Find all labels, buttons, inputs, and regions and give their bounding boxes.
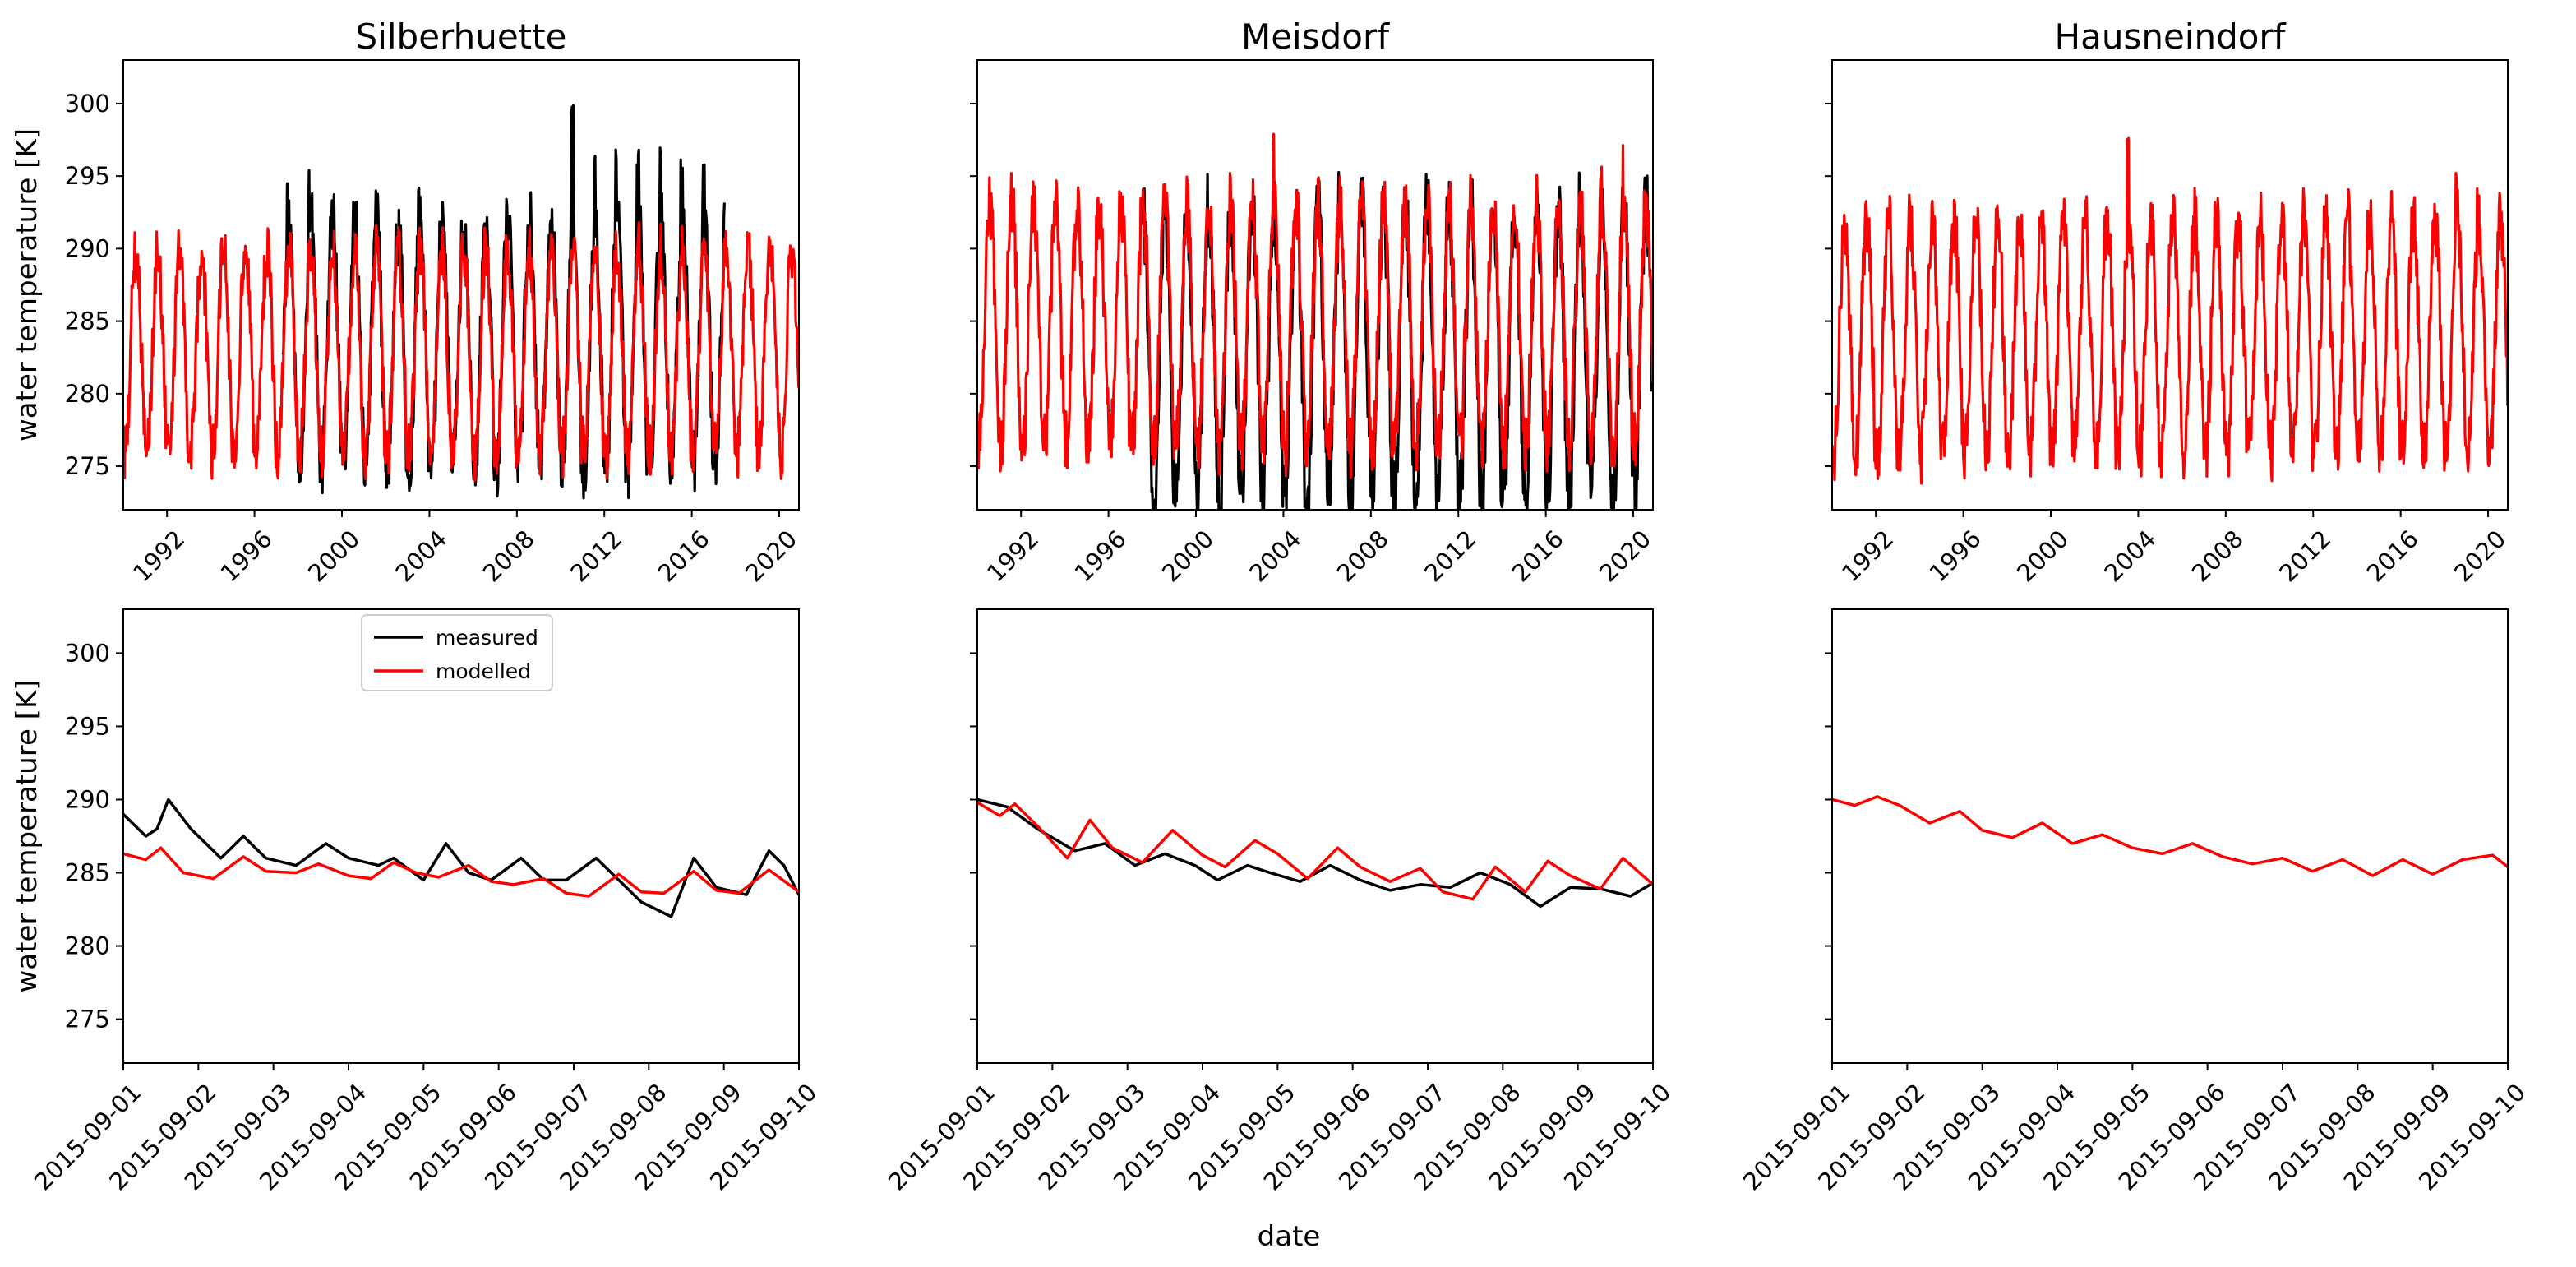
- axes-frame: [976, 59, 1654, 511]
- y-axis-label: water temperature [K]: [11, 679, 44, 992]
- series-line-modelled: [977, 801, 1653, 901]
- y-tick-label-295: 295: [65, 162, 110, 190]
- y-tick-label-280: 280: [65, 380, 110, 408]
- legend: measured modelled: [361, 614, 553, 691]
- series-line-modelled: [123, 221, 799, 482]
- series-group: [1832, 795, 2508, 877]
- series-group: [977, 132, 1653, 510]
- axes-frame: [122, 608, 800, 1064]
- y-tick-label-285: 285: [65, 859, 110, 887]
- chart-title-meisdorf: Meisdorf: [1241, 16, 1390, 57]
- series-line-measured: [123, 798, 799, 918]
- y-tick-label-280: 280: [65, 932, 110, 960]
- series-line-modelled: [123, 846, 799, 898]
- y-tick-label-300: 300: [65, 90, 110, 118]
- y-tick-label-290: 290: [65, 785, 110, 813]
- series-group: [977, 798, 1653, 909]
- series-group: [123, 798, 799, 918]
- axes-frame: [122, 59, 800, 511]
- series-group: [1832, 136, 2508, 485]
- legend-label-measured: measured: [436, 626, 538, 650]
- series-group: [123, 104, 799, 500]
- axes-frame: [1831, 59, 2509, 511]
- shared-x-axis-label: date: [1258, 1220, 1321, 1253]
- y-tick-label-275: 275: [65, 452, 110, 480]
- series-line-modelled: [977, 132, 1653, 479]
- chart-title-silberhuette: Silberhuette: [356, 16, 567, 57]
- series-line-measured: [977, 798, 1653, 909]
- y-tick-label-300: 300: [65, 639, 110, 667]
- y-tick-label-290: 290: [65, 234, 110, 262]
- axes-frame: [976, 608, 1654, 1064]
- y-tick-label-295: 295: [65, 712, 110, 740]
- legend-label-modelled: modelled: [436, 659, 531, 683]
- y-tick-label-285: 285: [65, 308, 110, 335]
- chart-title-hausneindorf: Hausneindorf: [2055, 16, 2287, 57]
- y-tick-label-275: 275: [65, 1006, 110, 1033]
- series-line-modelled: [1832, 795, 2508, 877]
- series-line-modelled: [1832, 136, 2508, 485]
- axes-frame: [1831, 608, 2509, 1064]
- y-axis-label: water temperature [K]: [11, 128, 44, 442]
